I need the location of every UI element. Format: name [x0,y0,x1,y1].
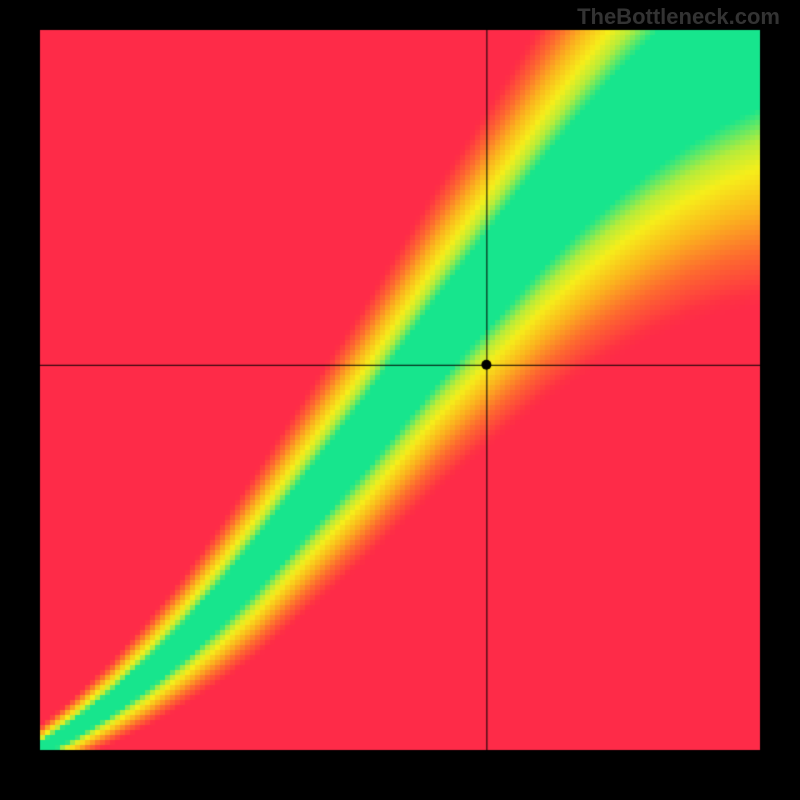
bottleneck-heatmap [0,0,800,800]
watermark-label: TheBottleneck.com [577,4,780,30]
chart-container: TheBottleneck.com [0,0,800,800]
